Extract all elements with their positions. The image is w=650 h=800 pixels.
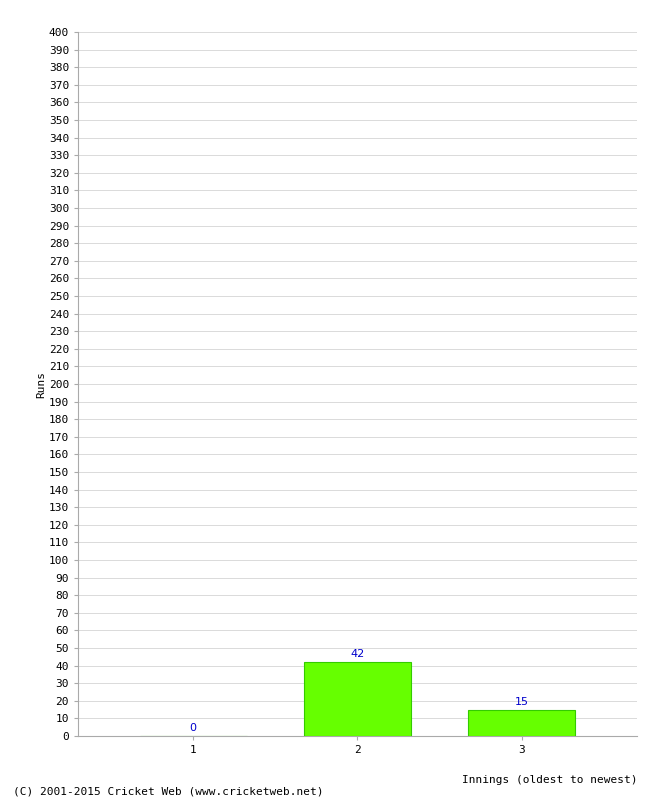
Text: (C) 2001-2015 Cricket Web (www.cricketweb.net): (C) 2001-2015 Cricket Web (www.cricketwe…: [13, 786, 324, 796]
Text: 0: 0: [190, 723, 196, 734]
Text: 15: 15: [515, 697, 529, 707]
Bar: [304, 662, 411, 736]
Y-axis label: Runs: Runs: [36, 370, 46, 398]
Bar: [469, 710, 575, 736]
Text: Innings (oldest to newest): Innings (oldest to newest): [462, 774, 637, 785]
Text: 42: 42: [350, 650, 365, 659]
